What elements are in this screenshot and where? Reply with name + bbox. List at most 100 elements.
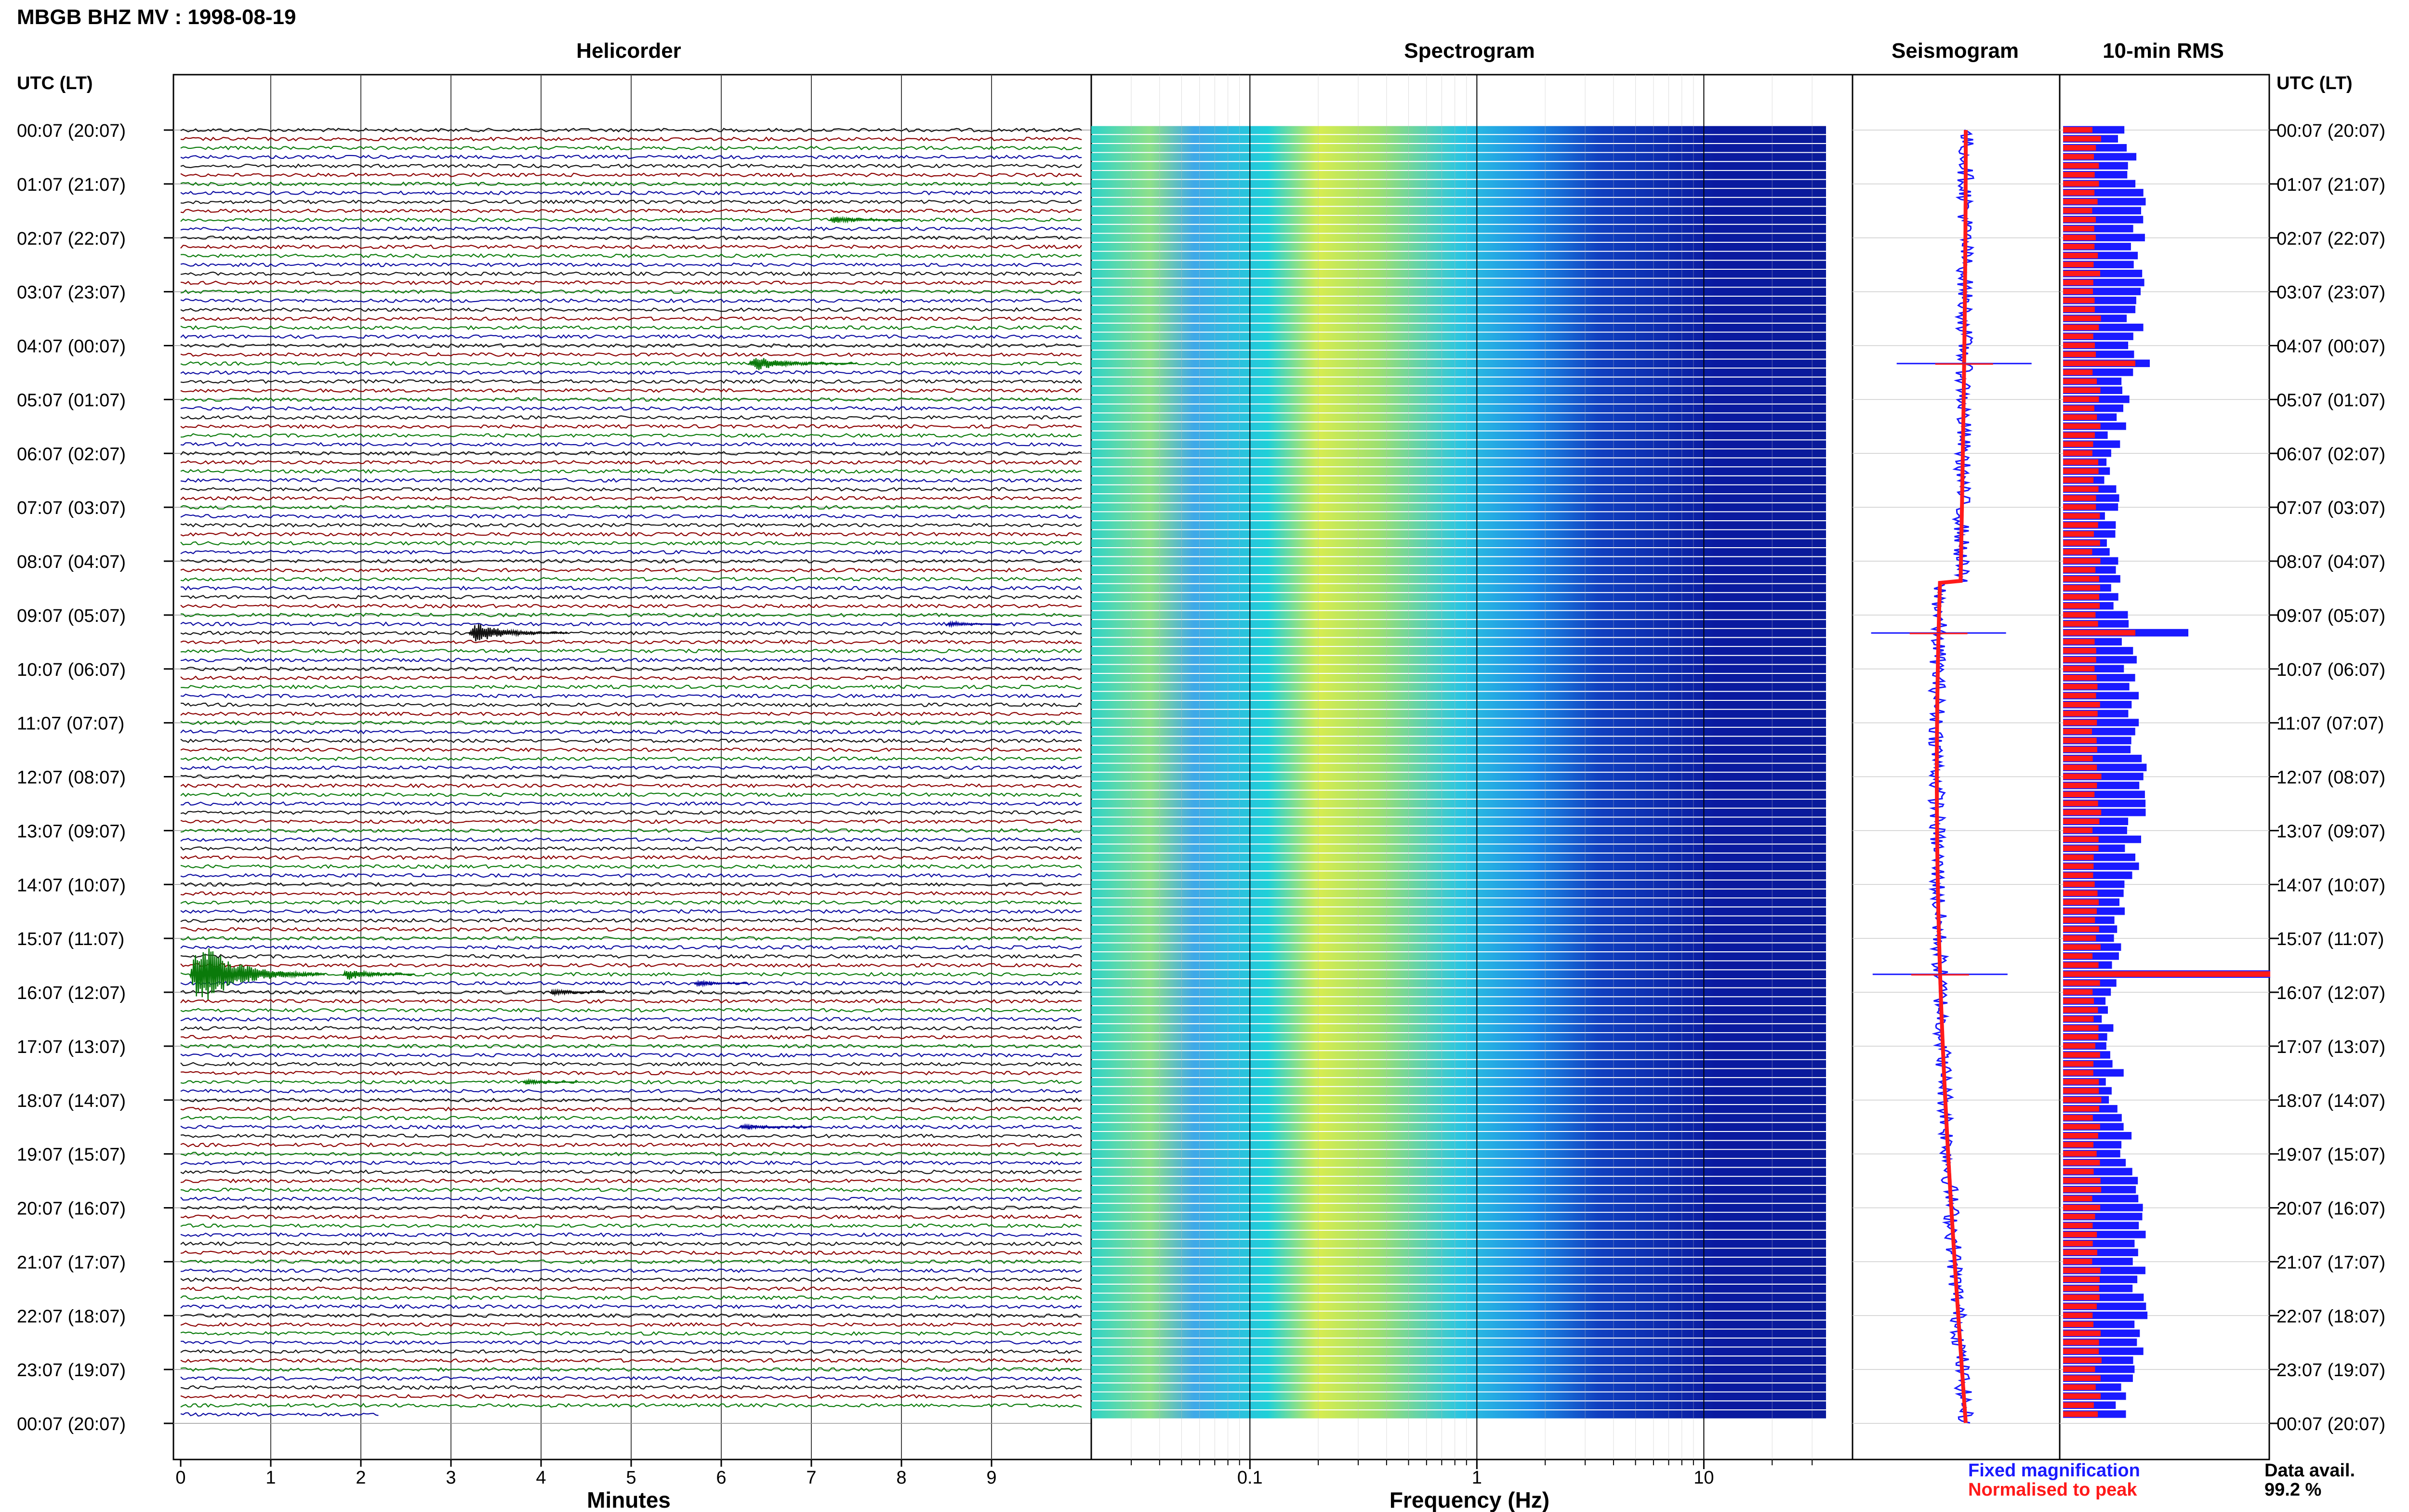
helicorder-trace [180,621,1082,627]
rms-bar-normalised [2063,244,2095,250]
rms-bar-normalised [2063,1061,2093,1067]
time-label-right: 07:07 (03:07) [2277,498,2385,518]
rms-bar-normalised [2063,980,2100,986]
rms-bar-normalised [2063,378,2097,384]
helicorder-trace [180,855,1082,860]
spectrogram-row [1091,925,1826,933]
spectrogram-row [1091,1249,1826,1257]
helicorder-trace [180,128,1082,133]
spectrogram-row [1091,1410,1826,1419]
helicorder-trace [180,1133,1082,1139]
helicorder-event [550,988,605,997]
spectrogram-row [1091,548,1826,556]
rms-bar-normalised [2063,405,2094,411]
rms-bar-normalised [2063,342,2095,348]
helicorder-trace [180,882,1082,887]
helicorder-trace [180,631,1082,636]
rms-bar-normalised [2063,1016,2094,1022]
time-label-left: 00:07 (20:07) [17,121,126,141]
helicorder-trace [180,1106,1082,1112]
spectrogram-row [1091,1401,1826,1409]
helicorder-trace [180,738,1082,743]
rms-bar-normalised [2063,657,2096,663]
rms-bar-normalised [2063,1142,2093,1148]
helicorder-trace [180,361,1082,366]
helicorder-trace [180,1214,1082,1220]
rms-bar-normalised [2063,1070,2093,1076]
helicorder-trace [180,1385,1082,1390]
spectrogram-row [1091,611,1826,619]
helicorder-trace [180,190,1082,196]
spectrogram-row [1091,1060,1826,1068]
spectrogram-row [1091,1275,1826,1284]
spectrogram-row [1091,1087,1826,1095]
helicorder-trace [180,370,1082,375]
spectrogram-row [1091,665,1826,673]
rms-bar-normalised [2063,1052,2100,1058]
rms-bar-normalised [2063,585,2100,591]
spectrogram-row [1091,1212,1826,1221]
helicorder-trace [180,478,1082,483]
rms-bar-normalised [2063,333,2093,340]
helicorder-trace [180,819,1082,824]
spectrogram-row [1091,719,1826,727]
spectrogram-row [1091,844,1826,853]
time-label-left: 05:07 (01:07) [17,390,126,410]
helicorder-trace [180,1376,1082,1381]
rms-bar-normalised [2063,235,2096,240]
helicorder-trace [180,558,1082,564]
helicorder-trace [180,711,1082,717]
spectrogram-row [1091,701,1826,709]
helicorder-event [189,948,326,1000]
rms-bar-normalised [2063,1348,2099,1354]
rms-bar-normalised [2063,737,2097,744]
rms-bar-normalised [2063,1402,2094,1408]
spectrogram-panel: 0.1 1 10 Frequency (Hz) [1090,74,1853,1512]
spectrogram-row [1091,575,1826,583]
helicorder-trace [180,379,1082,384]
spectrogram-row [1091,1123,1826,1131]
rms-bar-normalised [2063,181,2099,187]
spectrogram-row [1091,135,1826,143]
helicorder-trace [180,1349,1082,1354]
helicorder-trace [180,666,1082,671]
helicorder-trace [180,1160,1082,1166]
time-label-right: 19:07 (15:07) [2277,1145,2385,1165]
spectrogram-row [1091,189,1826,197]
rms-bar-normalised [2063,1034,2099,1040]
spectrogram-row [1091,808,1826,817]
rms-bar-normalised [2063,1133,2098,1139]
helicorder-trace [180,801,1082,806]
rms-bar-normalised [2063,360,2135,367]
spectrogram-row [1091,1141,1826,1149]
rms-bar-normalised [2063,935,2096,941]
rms-bar-normalised [2063,1088,2099,1094]
rms-bar-normalised [2063,666,2095,671]
helicorder-trace [180,1062,1082,1067]
spectrogram-row [1091,647,1826,655]
rms-bar-normalised [2063,836,2099,842]
helicorder-trace [180,1367,1082,1372]
rms-bar-normalised [2063,845,2099,851]
helicorder-trace [180,1142,1082,1148]
spectrogram-row [1091,997,1826,1005]
rms-bar-normalised [2063,297,2095,303]
time-label-right: 10:07 (06:07) [2277,660,2385,680]
helicorder-trace [180,927,1082,932]
rms-bar-normalised [2063,675,2097,681]
helicorder-trace [180,594,1082,600]
helicorder-trace [180,1259,1082,1264]
helicorder-event [829,216,902,224]
helicorder-trace [180,1169,1082,1174]
helicorder-trace [180,513,1082,519]
helicorder-trace [180,550,1082,555]
rms-bar-normalised [2063,926,2099,932]
spectrogram-row [1091,727,1826,736]
spectrogram-row [1091,827,1826,835]
helicorder-trace [180,702,1082,708]
spectrogram-row [1091,485,1826,494]
rms-bar-normalised [2063,728,2092,735]
spectrogram-row [1091,1383,1826,1392]
rms-bar-normalised [2063,271,2100,276]
helicorder-trace [180,639,1082,645]
